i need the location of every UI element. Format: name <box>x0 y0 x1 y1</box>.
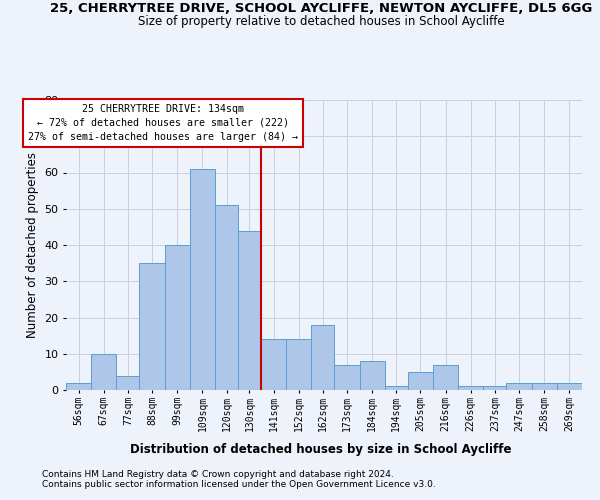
Bar <box>164 245 190 390</box>
Bar <box>116 376 139 390</box>
Text: Size of property relative to detached houses in School Aycliffe: Size of property relative to detached ho… <box>137 15 505 28</box>
Text: 25, CHERRYTREE DRIVE, SCHOOL AYCLIFFE, NEWTON AYCLIFFE, DL5 6GG: 25, CHERRYTREE DRIVE, SCHOOL AYCLIFFE, N… <box>50 2 592 16</box>
Text: Contains HM Land Registry data © Crown copyright and database right 2024.: Contains HM Land Registry data © Crown c… <box>42 470 394 479</box>
Bar <box>506 383 532 390</box>
Bar <box>311 325 334 390</box>
Bar <box>359 361 385 390</box>
Bar <box>458 386 484 390</box>
Bar <box>408 372 433 390</box>
Text: 25 CHERRYTREE DRIVE: 134sqm
← 72% of detached houses are smaller (222)
27% of se: 25 CHERRYTREE DRIVE: 134sqm ← 72% of det… <box>28 104 298 142</box>
Text: Distribution of detached houses by size in School Aycliffe: Distribution of detached houses by size … <box>130 442 512 456</box>
Bar <box>484 386 506 390</box>
Bar <box>139 263 164 390</box>
Bar <box>532 383 557 390</box>
Bar <box>66 383 91 390</box>
Y-axis label: Number of detached properties: Number of detached properties <box>26 152 38 338</box>
Bar <box>433 364 458 390</box>
Bar <box>334 364 359 390</box>
Bar <box>215 205 238 390</box>
Bar <box>557 383 582 390</box>
Bar <box>385 386 408 390</box>
Bar <box>238 230 261 390</box>
Text: Contains public sector information licensed under the Open Government Licence v3: Contains public sector information licen… <box>42 480 436 489</box>
Bar <box>286 339 311 390</box>
Bar <box>190 169 215 390</box>
Bar <box>91 354 116 390</box>
Bar <box>261 339 286 390</box>
